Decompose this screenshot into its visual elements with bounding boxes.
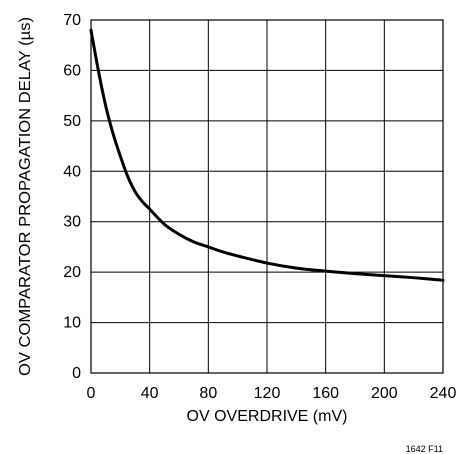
figure-code: 1642 F11 — [406, 444, 443, 454]
data-series — [89, 28, 445, 282]
x-tick-label: 200 — [371, 385, 398, 402]
x-tick-label: 240 — [430, 385, 457, 402]
y-tick-label: 40 — [63, 163, 81, 180]
plot-border — [90, 19, 444, 374]
y-tick-label: 70 — [63, 12, 81, 29]
y-tick-label: 0 — [72, 365, 81, 382]
x-axis-label: OV OVERDRIVE (mV) — [187, 408, 348, 425]
y-tick-label: 60 — [63, 62, 81, 79]
y-tick-label: 20 — [63, 264, 81, 281]
y-tick-label: 30 — [63, 214, 81, 231]
x-tick-label: 80 — [199, 385, 217, 402]
plot-frame — [90, 19, 444, 374]
grid-lines — [90, 19, 444, 374]
y-axis-tick-labels: 0 10 20 30 40 50 60 70 — [63, 12, 81, 382]
y-tick-label: 10 — [63, 315, 81, 332]
x-tick-label: 0 — [87, 385, 96, 402]
y-axis-label: OV COMPARATOR PROPAGATION DELAY (µs) — [17, 17, 34, 376]
y-tick-label: 50 — [63, 113, 81, 130]
x-tick-label: 120 — [254, 385, 281, 402]
x-axis-tick-labels: 0 40 80 120 160 200 240 — [87, 385, 457, 402]
x-tick-label: 160 — [312, 385, 339, 402]
series-line — [89, 28, 445, 282]
x-tick-label: 40 — [141, 385, 159, 402]
